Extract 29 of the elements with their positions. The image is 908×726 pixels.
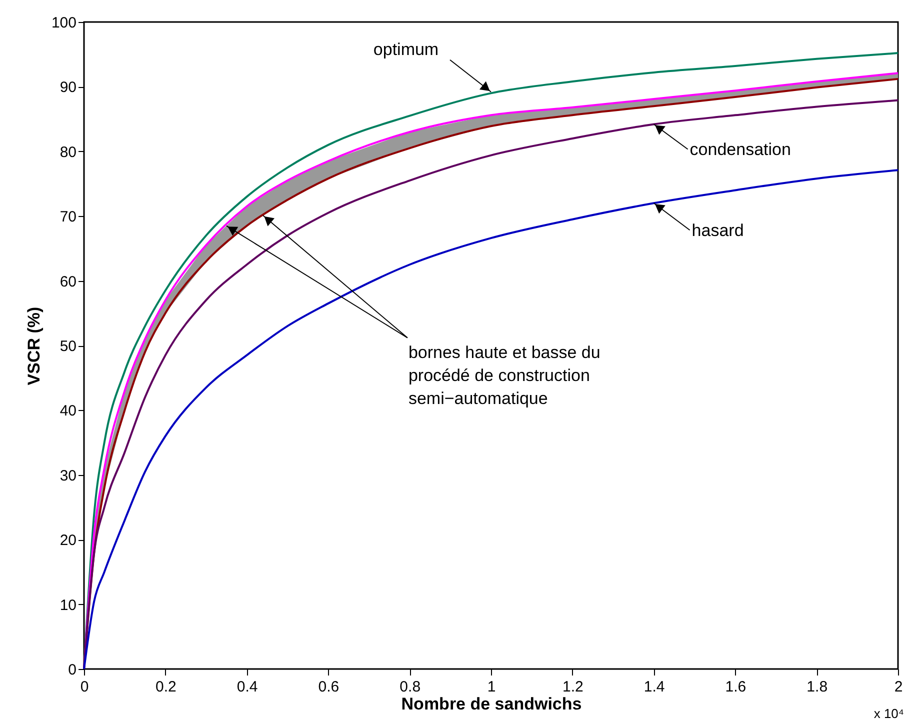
- y-tick-label: 50: [60, 338, 76, 355]
- annotation: hasard: [692, 221, 744, 240]
- annotation: condensation: [690, 140, 791, 160]
- x-tick-label: 1.4: [644, 678, 665, 696]
- y-tick-label: 40: [60, 402, 76, 420]
- x-tick-label: 1.8: [806, 678, 828, 696]
- x-tick-label: 0.6: [318, 678, 340, 696]
- x-tick-label: 0.4: [236, 678, 258, 696]
- y-tick-label: 20: [60, 532, 76, 550]
- y-axis-title: VSCR (%): [24, 306, 44, 386]
- y-tick-label: 100: [51, 14, 76, 32]
- x-tick-label: 2: [894, 678, 903, 696]
- x-axis-title: Nombre de sandwichs: [401, 694, 582, 714]
- y-tick-label: 10: [60, 596, 76, 614]
- x-tick-label: 0.2: [155, 678, 176, 696]
- y-tick-label: 60: [60, 273, 76, 290]
- y-tick-label: 0: [68, 662, 76, 678]
- x-tick-label: 0: [80, 678, 89, 696]
- y-tick-label: 30: [60, 467, 76, 484]
- annotation: optimum: [373, 40, 439, 59]
- text: x 10⁴: [874, 706, 904, 721]
- y-tick-label: 90: [60, 79, 76, 96]
- x-tick-label: 1.6: [725, 678, 746, 696]
- y-tick-label: 70: [60, 208, 76, 226]
- y-tick-label: 80: [60, 144, 76, 161]
- x-tick-label: 1.2: [562, 678, 584, 696]
- x-tick-label: 0.8: [400, 678, 421, 696]
- x-tick-label: 1: [487, 678, 496, 696]
- annotation: bornes haute et basse du procédé de construction semi−automatique: [408, 342, 600, 408]
